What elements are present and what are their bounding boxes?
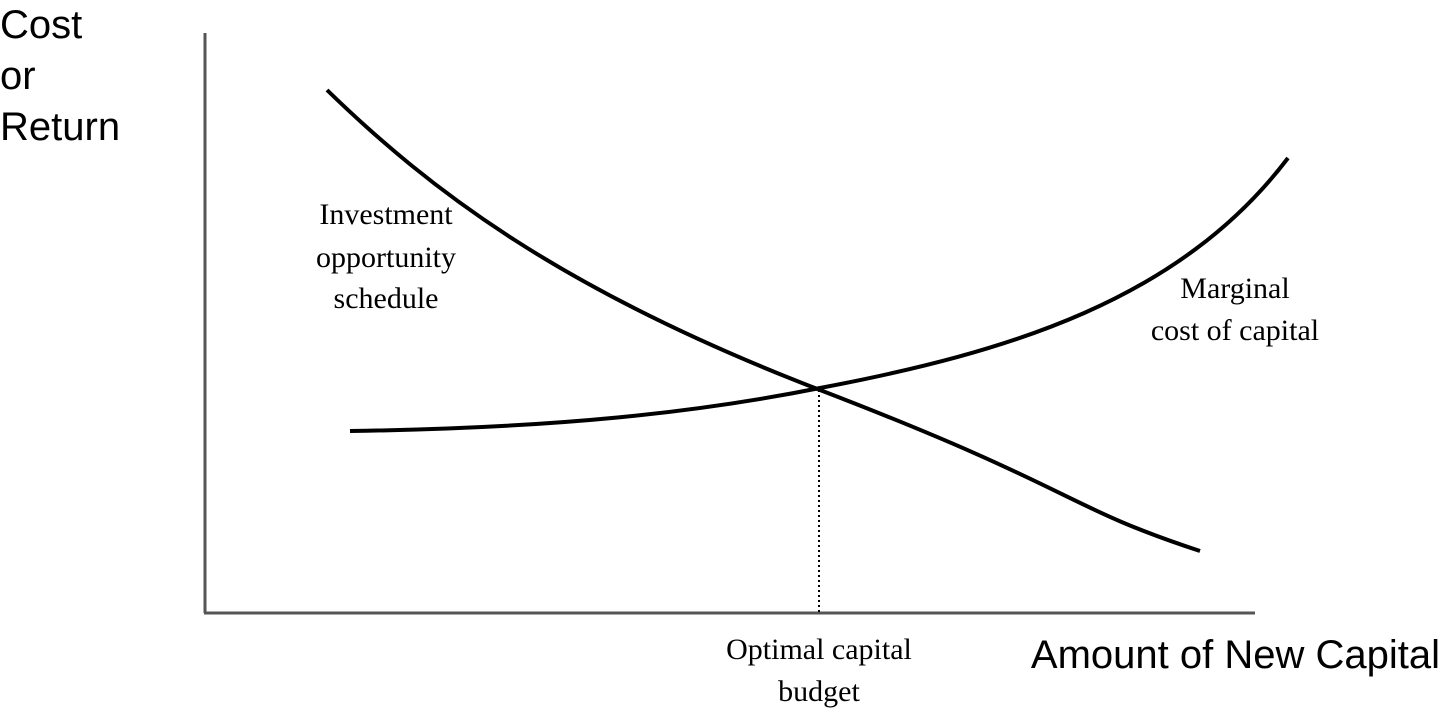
investment-opportunity-curve: [325, 88, 1201, 553]
y-axis-label-line-3: Return: [0, 105, 120, 149]
marginal-cost-label-line-2: cost of capital: [1151, 314, 1319, 347]
investment-label-line-1: Investment: [319, 198, 453, 231]
investment-label-line-2: opportunity: [316, 241, 456, 274]
optimal-capital-budget-label: Optimal capital budget: [726, 633, 912, 708]
y-axis-label-line-2: or: [0, 54, 36, 98]
y-axis-label-line-1: Cost: [0, 3, 82, 47]
x-axis-label: Amount of New Capital: [1031, 633, 1440, 677]
y-axis-label: Cost or Return: [0, 3, 120, 149]
marginal-cost-curve: [349, 156, 1290, 433]
optimal-label-line-2: budget: [778, 675, 860, 708]
marginal-cost-label: Marginal cost of capital: [1151, 272, 1319, 347]
investment-label-line-3: schedule: [334, 282, 439, 315]
investment-opportunity-label: Investment opportunity schedule: [316, 198, 456, 315]
optimal-label-line-1: Optimal capital: [726, 633, 912, 666]
marginal-cost-label-line-1: Marginal: [1180, 272, 1289, 305]
